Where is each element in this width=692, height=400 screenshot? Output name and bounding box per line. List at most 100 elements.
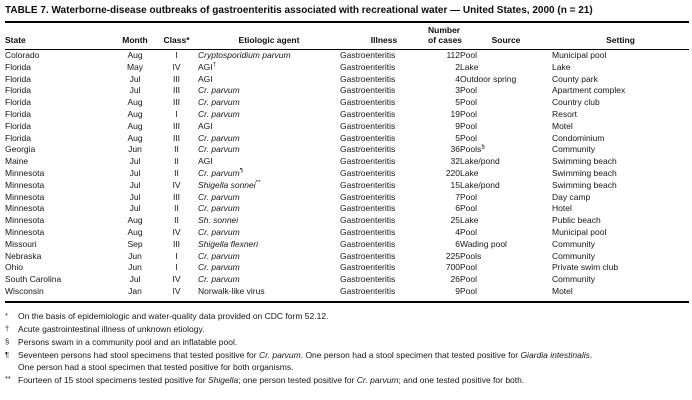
table-cell: Pool [460,226,478,237]
table-cell: Community [552,274,595,285]
table-cell: Florida [5,61,31,72]
table-cell: Aug [127,108,143,119]
footnote-text: ; and one tested positive for both. [398,374,525,385]
footnote-marker: * [5,310,8,320]
table-cell: II [174,144,179,155]
footnote: ¶ Seventeen persons had stool specimens t… [5,350,691,373]
table-cell: Pools§ [460,144,485,155]
table-row: Minnesota Jul II Cr. parvum Gastroenteritis 6… [5,203,689,215]
table-cell: Cr. parvum [198,132,240,143]
table-cell: 15 [450,179,460,190]
table-cell: Cr. parvum [198,203,240,214]
table-cell: 19 [450,108,460,119]
table-row: Missouri Sep III Shigella flexneri Gastroent… [5,239,689,251]
header-setting: Setting [552,25,689,50]
table-cell: IV [172,226,181,237]
footnote-text: Acute gastrointestinal illness of unknow… [18,324,205,334]
table-cell: AGI [198,120,213,131]
table-row: Florida Jul III Cr. parvum Gastroenteritis 3 P… [5,85,689,97]
table-cell: Condominium [552,132,605,143]
table-cell: IV [172,61,181,72]
table-row: Minnesota Jul II Cr. parvum¶ Gastroenteritis… [5,168,689,180]
table-cell: Private swim club [552,262,619,273]
footnotes: * On the basis of epidemiologic and water… [5,311,691,388]
table-cell: II [174,215,179,226]
table-cell: Jul [129,203,141,214]
table-cell: Cr. parvum [198,274,240,285]
table-cell: Pools [460,250,482,261]
footnote-text: Seventeen persons had stool specimens th… [18,350,259,360]
table-cell: Gastroenteritis [340,144,396,155]
table-cell: Aug [127,120,143,131]
table-row: Ohio Jun I Cr. parvum Gastroenteritis 700 Pool… [5,262,689,274]
table-cell: Cr. parvum [198,191,240,202]
table-cell: 5 [455,97,460,108]
table-cell: Lake [460,61,479,72]
table-cell: Jul [129,73,141,84]
table-title: TABLE 7. Waterborne-disease outbreaks of… [5,5,593,16]
table-cell: Country club [552,97,600,108]
table-cell: Public beach [552,215,601,226]
table-cell: Gastroenteritis [340,156,396,167]
footnote-marker: ** [5,374,11,383]
table-cell: Pool [460,262,478,273]
table-cell: 4 [455,73,460,84]
table-cell: Missouri [5,238,37,249]
table-cell: 9 [455,285,460,296]
table-row: Minnesota Jul IV Shigella sonnei** Gastroent… [5,180,689,192]
table-cell: Wading pool [460,238,507,249]
table-row: Florida Jul III AGI Gastroenteritis 4 Outdoor … [5,74,689,86]
table-cell: Municipal pool [552,50,607,60]
footnote: § Persons swam in a community pool and an… [5,337,691,349]
footnote-text: ; one person tested positive for [238,374,357,385]
table-cell: Minnesota [5,203,45,214]
table-cell: Jul [129,191,141,202]
table-row: Florida Aug III AGI Gastroenteritis 9 Pool Mote… [5,121,689,133]
table-cell: Pool [460,285,478,296]
table-cell: I [175,250,178,261]
header-source-label: Source [491,35,521,45]
footnote-text: . One person had a stool specimen that t… [300,350,521,360]
table-row: Georgia Jun II Cr. parvum Gastroenteritis 36 P… [5,144,689,156]
table-cell: 9 [455,120,460,131]
table-cell: AGI [198,156,213,167]
table-row: Wisconsin Jan IV Norwalk-like virus Gastroen… [5,286,689,298]
table-cell: Pool [460,85,478,96]
table-row: Minnesota Jul III Cr. parvum Gastroenteritis… [5,192,689,204]
table-cell: Aug [127,226,143,237]
table-cell: Gastroenteritis [340,191,396,202]
table-cell: Gastroenteritis [340,238,396,249]
footnote: * On the basis of epidemiologic and water… [5,311,691,323]
header-number-of-cases: Number of cases [428,25,462,50]
table-cell: Minnesota [5,167,45,178]
header-cases-line1: Number [428,25,461,35]
table-cell: III [172,73,181,84]
table-cell: Gastroenteritis [340,85,396,96]
table-cell: Jan [128,285,142,296]
footnote-text: Cr. parvum [258,350,301,360]
table-row: Nebraska Jun I Cr. parvum Gastroenteritis 225… [5,251,689,263]
header-setting-label: Setting [606,35,635,45]
table-cell: Gastroenteritis [340,226,396,237]
header-state-label: State [5,35,26,45]
table-cell: Gastroenteritis [340,250,396,261]
table-cell: 25 [450,215,460,226]
table-cell: Aug [127,97,143,108]
table-cell: IV [172,179,181,190]
table-cell: Outdoor spring [460,73,517,84]
table-body: Colorado Aug I Cryptosporidium parvum Gastro… [5,50,689,298]
table-cell: Motel [552,120,573,131]
footnote-marker: § [5,336,10,346]
table-cell: III [172,120,181,131]
table-cell: Florida [5,73,31,84]
table-cell: Gastroenteritis [340,50,396,60]
table-cell: Jun [128,250,142,261]
table-cell: Jun [128,262,142,273]
table-cell: 5 [455,132,460,143]
table-row: Florida Aug III Cr. parvum Gastroenteritis 5 P… [5,97,689,109]
table-cell: Gastroenteritis [340,167,396,178]
table-cell: Cryptosporidium parvum [198,50,291,60]
table-cell: Lake [460,215,479,226]
table-cell: Community [552,238,595,249]
